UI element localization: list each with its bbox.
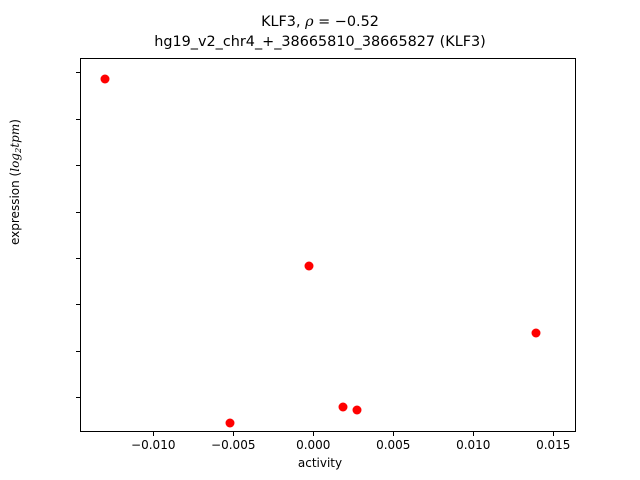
chart-title-value: = −0.52 <box>318 14 379 30</box>
x-tick-label: 0.015 <box>536 438 571 452</box>
x-tick-label: −0.010 <box>131 438 176 452</box>
y-axis-label-tpm: tpm <box>8 123 22 148</box>
chart-subtitle: hg19_v2_chr4_+_38665810_38665827 (KLF3) <box>154 34 486 50</box>
x-tick-mark <box>153 432 155 436</box>
chart-title-block: KLF3, ρ = −0.52 hg19_v2_chr4_+_38665810_… <box>0 12 640 52</box>
x-tick-label: 0.000 <box>296 438 331 452</box>
scatter-point <box>338 402 348 412</box>
y-tick-mark <box>76 72 80 74</box>
y-tick-mark <box>76 304 80 306</box>
plot-area <box>80 58 576 432</box>
y-axis-label-prefix: expression ( <box>8 171 22 245</box>
x-tick-mark <box>473 432 475 436</box>
y-tick-mark <box>76 350 80 352</box>
chart-title-gene: KLF3, <box>261 14 301 30</box>
y-axis-label: expression (log2tpm) <box>8 119 23 245</box>
x-tick-mark <box>313 432 315 436</box>
scatter-point <box>352 405 362 415</box>
x-tick-label: −0.005 <box>211 438 256 452</box>
y-tick-mark <box>76 211 80 213</box>
y-tick-mark <box>76 118 80 120</box>
chart-title: KLF3, ρ = −0.52 <box>0 12 640 32</box>
scatter-data-layer <box>81 59 575 431</box>
x-tick-label: 0.010 <box>456 438 491 452</box>
scatter-point <box>531 328 541 338</box>
x-tick-label: 0.005 <box>376 438 411 452</box>
x-tick-mark <box>393 432 395 436</box>
x-tick-mark <box>233 432 235 436</box>
y-tick-mark <box>76 257 80 259</box>
y-axis-label-subscript: 2 <box>12 147 23 154</box>
scatter-point <box>100 74 110 84</box>
x-tick-mark <box>553 432 555 436</box>
y-axis-label-suffix: ) <box>8 119 22 124</box>
scatter-point <box>304 261 314 271</box>
scatter-point <box>225 418 235 428</box>
rho-symbol: ρ <box>305 14 314 30</box>
y-tick-mark <box>76 396 80 398</box>
x-axis-label: activity <box>297 456 343 470</box>
y-tick-mark <box>76 165 80 167</box>
y-axis-label-log: log <box>8 153 22 172</box>
